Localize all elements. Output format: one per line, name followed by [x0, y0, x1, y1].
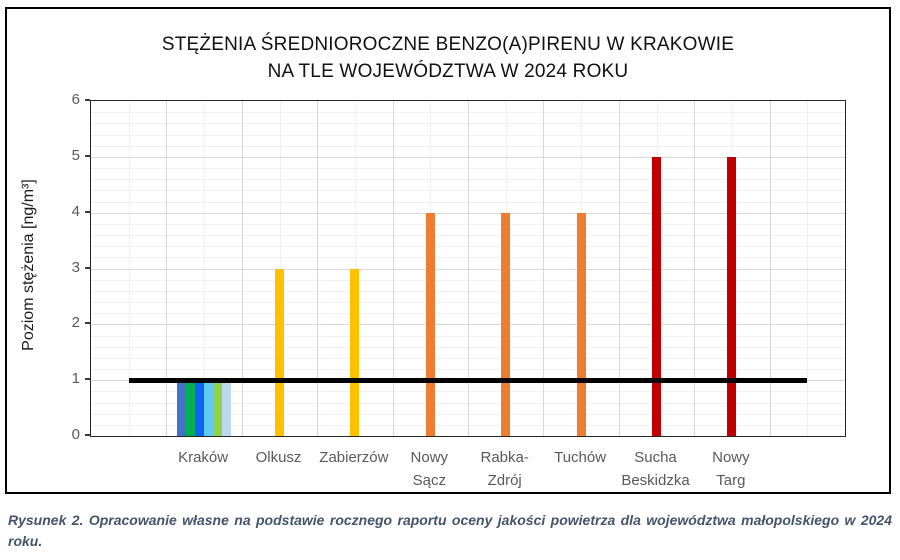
figure-caption: Rysunek 2. Opracowanie własne na podstaw… — [8, 512, 892, 549]
bar-Rabka-Zdrój — [501, 212, 511, 436]
x-category-label-Tuchów: Tuchów — [534, 446, 626, 469]
x-category-label-Rabka-Zdrój: Rabka- Zdrój — [459, 446, 551, 492]
x-category-label-line: Sącz — [412, 472, 446, 489]
x-category-label-line: Sucha — [634, 449, 677, 466]
bar-Nowy Targ — [727, 156, 737, 436]
x-category-label-line: Targ — [716, 472, 746, 489]
bar-Olkusz — [275, 268, 284, 436]
x-category-label-line: Kraków — [178, 449, 229, 466]
x-category-label-line: Tuchów — [554, 449, 607, 466]
y-tick-mark — [85, 378, 90, 381]
x-category-label-line: Beskidzka — [621, 472, 690, 489]
bar-Kraków-4 — [204, 380, 214, 436]
x-category-label-line: Rabka- — [480, 449, 529, 466]
bar-Tuchów — [576, 212, 586, 436]
y-tick-mark — [85, 266, 90, 269]
major-gridline-vertical — [694, 101, 696, 436]
x-category-label-line: Zdrój — [487, 472, 522, 489]
major-gridline-vertical — [618, 101, 620, 436]
y-tick-label-5: 5 — [71, 146, 80, 164]
x-category-label-Kraków: Kraków — [157, 446, 249, 469]
y-tick-label-1: 1 — [71, 370, 80, 388]
chart-frame: STĘŻENIA ŚREDNIOROCZNE BENZO(A)PIRENU W … — [5, 7, 891, 494]
major-gridline-vertical — [166, 101, 168, 436]
y-tick-label-6: 6 — [71, 91, 80, 108]
major-gridline-vertical — [543, 101, 545, 436]
y-axis-title: Poziom stężenia [ng/m³] — [20, 179, 37, 351]
chart-title-line-1: STĘŻENIA ŚREDNIOROCZNE BENZO(A)PIRENU W … — [161, 34, 735, 55]
bar-Sucha Beskidzka — [652, 156, 661, 436]
y-tick-mark — [85, 154, 90, 157]
y-tick-label-2: 2 — [71, 314, 80, 332]
y-tick-label-4: 4 — [71, 202, 80, 220]
bar-Nowy Sącz — [425, 212, 435, 436]
y-tick-mark — [85, 99, 90, 101]
major-gridline-vertical — [317, 101, 319, 436]
chart-title: STĘŻENIA ŚREDNIOROCZNE BENZO(A)PIRENU W … — [7, 31, 889, 85]
bar-Kraków-6 — [222, 380, 232, 436]
y-tick-mark — [85, 434, 90, 436]
y-tick-label-0: 0 — [71, 426, 80, 443]
y-tick-label-3: 3 — [71, 258, 80, 276]
major-gridline-vertical — [392, 101, 394, 436]
x-category-label-Zabierzów: Zabierzów — [308, 446, 400, 469]
x-category-label-Olkusz: Olkusz — [233, 446, 325, 469]
major-gridline-vertical — [468, 101, 469, 436]
y-tick-mark — [85, 210, 90, 213]
x-category-label-Nowy Sącz: Nowy Sącz — [383, 446, 475, 492]
bar-Zabierzów — [350, 268, 360, 436]
major-gridline-vertical — [769, 101, 771, 436]
x-category-label-line: Nowy — [712, 449, 750, 466]
plot-area — [90, 100, 846, 437]
x-category-label-line: Nowy — [410, 449, 449, 466]
norm-reference-line — [128, 377, 808, 383]
y-tick-mark — [85, 322, 90, 325]
bar-Kraków-3 — [195, 380, 205, 436]
major-gridline-vertical — [241, 101, 243, 436]
bar-Kraków-1 — [177, 380, 187, 436]
x-category-label-Nowy Targ: Nowy Targ — [685, 446, 777, 492]
x-category-label-line: Olkusz — [255, 449, 302, 466]
x-category-label-Sucha Beskidzka: Sucha Beskidzka — [610, 446, 702, 492]
bar-Kraków-5 — [213, 380, 223, 436]
bar-Kraków-2 — [186, 380, 196, 436]
x-category-label-line: Zabierzów — [319, 449, 389, 466]
chart-title-line-2: NA TLE WOJEWÓDZTWA W 2024 ROKU — [267, 61, 629, 82]
